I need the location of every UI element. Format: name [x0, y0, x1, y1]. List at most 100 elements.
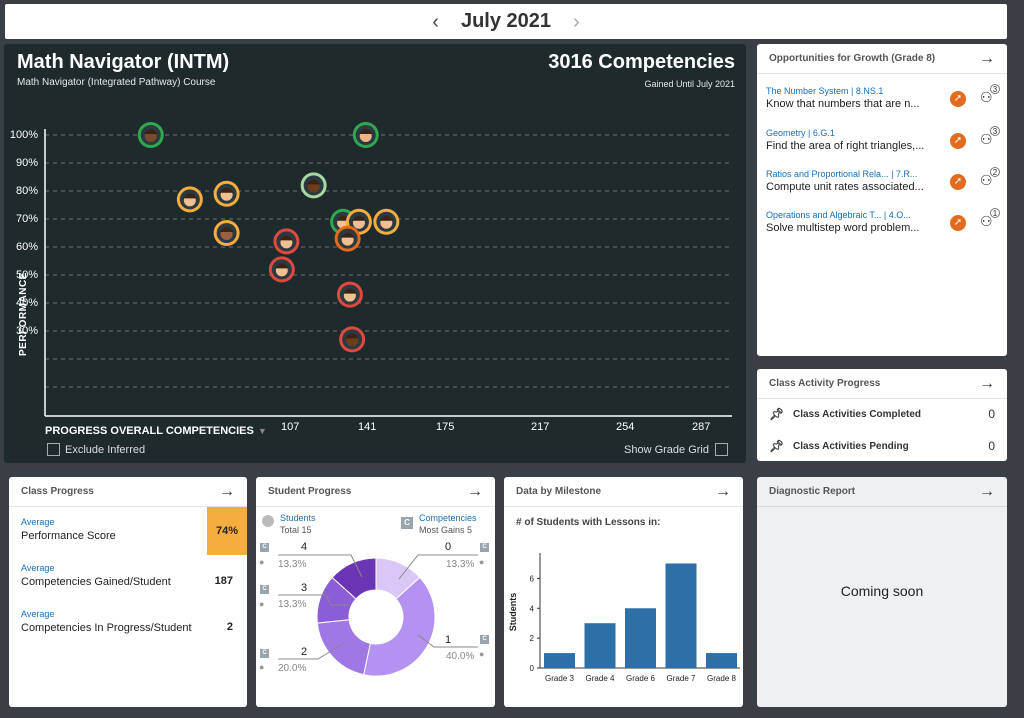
opportunities-header: Opportunities for Growth (Grade 8) →	[757, 44, 1007, 74]
avatar-hair	[219, 187, 234, 193]
student-icon[interactable]: ⚇	[980, 172, 993, 188]
opportunity-item[interactable]: Ratios and Proportional Rela... | 7.R...…	[766, 167, 1000, 193]
student-avatar-point[interactable]	[273, 228, 300, 255]
average-label: Average	[21, 517, 55, 527]
opportunity-tag[interactable]: The Number System | 8.NS.1	[766, 86, 884, 96]
opportunities-title: Opportunities for Growth (Grade 8)	[769, 53, 936, 64]
opportunity-tag[interactable]: Geometry | 6.G.1	[766, 128, 835, 138]
competencies-most-gains: Most Gains 5	[419, 525, 473, 535]
y-tick-label: 6	[530, 574, 535, 583]
student-icon	[262, 515, 274, 527]
x-tick-label: 254	[616, 421, 635, 433]
segment-percent: 20.0%	[278, 663, 307, 674]
student-icon: ●	[259, 662, 265, 672]
student-avatar-point[interactable]	[213, 220, 240, 246]
bar[interactable]	[665, 563, 697, 668]
arrow-right-icon[interactable]: →	[219, 482, 235, 500]
donut-segment[interactable]	[331, 557, 377, 600]
competencies-label[interactable]: Competencies	[419, 513, 477, 523]
avatar-hair	[274, 263, 289, 269]
students-label[interactable]: Students	[280, 513, 316, 523]
opportunity-item[interactable]: Operations and Algebraic T... | 4.O... S…	[766, 208, 1000, 234]
next-month-button[interactable]: ›	[573, 10, 580, 33]
opportunity-item[interactable]: The Number System | 8.NS.1 Know that num…	[766, 84, 1000, 110]
y-tick-label: 50%	[15, 269, 38, 281]
x-tick-label: 217	[531, 421, 550, 433]
x-tick-label: Grade 3	[545, 674, 574, 683]
student-progress-donut	[278, 554, 478, 677]
student-avatar-point[interactable]	[176, 186, 203, 213]
opportunity-text: Solve multistep word problem...	[766, 222, 920, 234]
leader-line	[417, 634, 478, 648]
grade-grid-toggle[interactable]: Show Grade Grid	[624, 443, 728, 456]
bar[interactable]	[625, 608, 656, 668]
student-avatar-point[interactable]	[336, 281, 363, 308]
segment-percent: 13.3%	[278, 599, 307, 610]
competencies-in-progress-stat: Average Competencies In Progress/Student…	[21, 609, 241, 634]
compass-icon[interactable]: ➚	[950, 215, 966, 231]
exclude-inferred-label: Exclude Inferred	[65, 443, 146, 456]
activities-completed-row: 📌︎ Class Activities Completed 0	[769, 407, 995, 421]
donut-segment[interactable]	[363, 576, 436, 677]
student-avatar-point[interactable]	[373, 208, 400, 235]
student-count-badge: 1	[990, 208, 1000, 218]
arrow-right-icon[interactable]: →	[979, 49, 995, 67]
diagnostic-title: Diagnostic Report	[769, 486, 856, 497]
student-count-badge: 3	[990, 126, 1000, 136]
compass-icon[interactable]: ➚	[950, 91, 966, 107]
segment-count: 3	[301, 582, 308, 594]
segment-count: 2	[301, 646, 308, 658]
class-progress-header: Class Progress →	[9, 477, 247, 507]
opportunity-tag[interactable]: Operations and Algebraic T... | 4.O...	[766, 210, 911, 220]
avatar-hair	[351, 215, 366, 221]
x-tick-label: Grade 6	[626, 674, 655, 683]
y-tick-label: 0	[530, 664, 535, 673]
compass-icon[interactable]: ➚	[950, 133, 966, 149]
y-tick-label: 70%	[15, 213, 38, 225]
opportunity-item[interactable]: Geometry | 6.G.1 Find the area of right …	[766, 126, 1000, 152]
arrow-right-icon[interactable]: →	[715, 482, 731, 500]
avatar-hair	[306, 179, 321, 185]
student-avatar-point[interactable]	[213, 180, 240, 207]
x-axis-selector[interactable]: PROGRESS OVERALL COMPETENCIES ▼	[45, 425, 267, 437]
caret-down-icon: ▼	[257, 426, 267, 436]
student-icon[interactable]: ⚇	[980, 89, 993, 105]
arrow-right-icon[interactable]: →	[467, 482, 483, 500]
student-avatar-point[interactable]	[268, 256, 295, 283]
x-tick-label: 141	[358, 421, 377, 433]
exclude-inferred-checkbox[interactable]	[47, 443, 60, 456]
avatar-hair	[340, 232, 355, 238]
activities-completed-value: 0	[988, 407, 995, 421]
exclude-inferred-toggle[interactable]: Exclude Inferred	[47, 443, 145, 456]
avatar-hair	[358, 129, 373, 134]
bar[interactable]	[584, 623, 616, 668]
performance-score-label: Performance Score	[21, 530, 116, 542]
compass-icon[interactable]: ➚	[950, 174, 966, 190]
bar[interactable]	[706, 653, 737, 668]
donut-segment[interactable]	[316, 619, 371, 676]
leader-line	[278, 554, 363, 578]
student-avatar-point[interactable]	[137, 122, 164, 148]
student-avatar-point[interactable]	[339, 326, 366, 353]
grade-grid-checkbox[interactable]	[715, 443, 728, 456]
competency-badge: C	[480, 635, 489, 644]
x-tick-label: Grade 4	[586, 674, 615, 683]
student-icon: ●	[259, 557, 265, 567]
prev-month-button[interactable]: ‹	[432, 10, 439, 33]
competency-badge: C	[260, 585, 269, 594]
class-progress-title: Class Progress	[21, 486, 94, 497]
competencies-in-progress-label: Competencies In Progress/Student	[21, 622, 192, 634]
student-avatar-point[interactable]	[352, 122, 379, 148]
arrow-right-icon[interactable]: →	[979, 482, 995, 500]
bar[interactable]	[544, 653, 575, 668]
student-icon[interactable]: ⚇	[980, 131, 993, 147]
student-avatar-point[interactable]	[334, 225, 361, 252]
student-count-badge: 2	[990, 167, 1000, 177]
student-icon: ●	[259, 599, 265, 609]
avatar-hair	[219, 227, 234, 232]
student-avatar-point[interactable]	[300, 172, 327, 199]
opportunity-tag[interactable]: Ratios and Proportional Rela... | 7.R...	[766, 169, 918, 179]
arrow-right-icon[interactable]: →	[979, 374, 995, 392]
student-icon[interactable]: ⚇	[980, 213, 993, 229]
x-tick-label: 175	[436, 421, 455, 433]
